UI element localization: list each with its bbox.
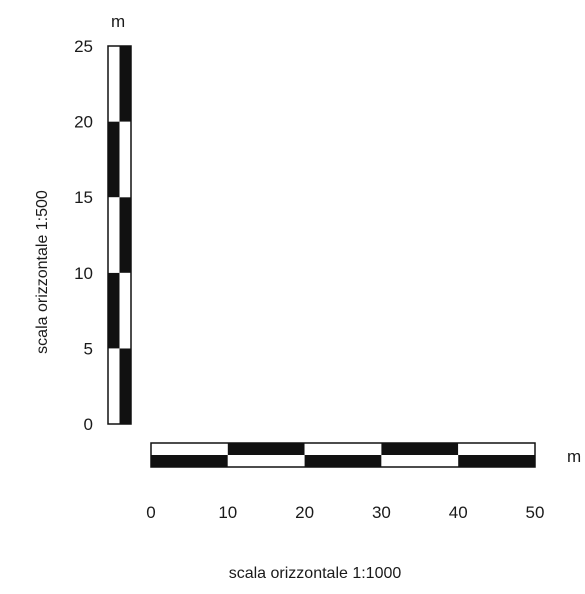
vertical-bar-segment-left (108, 272, 120, 349)
vertical-scale-bar (107, 45, 132, 425)
horizontal-tick-label: 10 (218, 503, 237, 522)
vertical-bar-segment-right (119, 197, 131, 273)
vertical-tick-label: 20 (74, 113, 93, 132)
horizontal-tick-labels: 0 10 20 30 40 50 (146, 503, 544, 522)
vertical-bar-segment-left (108, 121, 120, 198)
vertical-tick-labels: 0 5 10 15 20 25 (74, 37, 93, 434)
horizontal-bar-segment-bottom (227, 455, 305, 467)
vertical-bar-outline (107, 45, 132, 425)
vertical-unit-label: m (111, 12, 125, 31)
horizontal-tick-label: 20 (295, 503, 314, 522)
horizontal-bar-segment-top (227, 443, 305, 455)
vertical-tick-label: 5 (84, 339, 93, 358)
vertical-tick-label: 15 (74, 188, 93, 207)
horizontal-bar-segment-top (304, 443, 382, 455)
horizontal-bar-segment-bottom (381, 455, 459, 467)
horizontal-tick-label: 40 (449, 503, 468, 522)
vertical-bar-segment-left (108, 348, 120, 424)
vertical-bar-segment-right (119, 121, 131, 198)
vertical-bar-segment-right (119, 348, 131, 424)
vertical-tick-label: 0 (84, 415, 93, 434)
horizontal-tick-label: 50 (526, 503, 545, 522)
horizontal-bar-segment-bottom (304, 455, 382, 467)
horizontal-scale-bar (150, 442, 536, 468)
horizontal-tick-label: 0 (146, 503, 155, 522)
vertical-scale-caption: scala orizzontale 1:500 (34, 190, 51, 354)
horizontal-bar-segment-bottom (151, 455, 228, 467)
vertical-bar-segment-right (119, 46, 131, 122)
horizontal-bar-segment-top (151, 443, 228, 455)
horizontal-bar-segment-bottom (458, 455, 535, 467)
vertical-bar-segment-left (108, 46, 120, 122)
horizontal-tick-label: 30 (372, 503, 391, 522)
vertical-tick-label: 25 (74, 37, 93, 56)
horizontal-unit-label: m (567, 447, 581, 466)
horizontal-bar-outline (150, 442, 536, 468)
horizontal-bar-segment-top (381, 443, 459, 455)
vertical-bar-segment-left (108, 197, 120, 273)
horizontal-scale-caption: scala orizzontale 1:1000 (229, 565, 402, 582)
vertical-bar-segment-right (119, 272, 131, 349)
vertical-tick-label: 10 (74, 264, 93, 283)
horizontal-bar-segment-top (458, 443, 535, 455)
